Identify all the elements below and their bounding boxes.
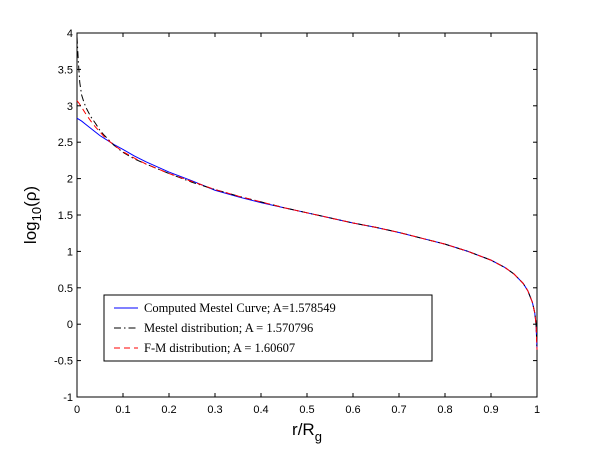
x-tick-label: 0.9: [483, 404, 498, 416]
x-axis-title-subscript: g: [315, 429, 322, 444]
x-axis-title-main: r/R: [292, 420, 315, 439]
legend-label-3: F-M distribution; A = 1.60607: [144, 341, 295, 355]
legend-label-1: Computed Mestel Curve; A=1.578549: [144, 301, 336, 315]
x-tick-label: 0.7: [391, 404, 406, 416]
legend-entries: Computed Mestel Curve; A=1.578549 Mestel …: [114, 301, 336, 355]
y-axis-title-subscript: 10: [29, 207, 44, 221]
y-tick-label: 1: [67, 246, 73, 258]
x-tick-label: 0.8: [437, 404, 452, 416]
series-line-3: [76, 100, 538, 350]
y-tick-labels: -1 -0.5 0 0.5 1 1.5 2 2.5 3 3.5 4: [54, 28, 73, 404]
y-axis-title-suffix: (ρ): [21, 186, 40, 207]
legend-label-2: Mestel distribution; A = 1.570796: [144, 321, 313, 335]
legend-box: [103, 294, 433, 362]
y-tick-label: 0: [67, 319, 73, 331]
x-tick-label: 0: [74, 404, 80, 416]
tick-layer: [76, 32, 538, 398]
x-tick-label: 0.2: [161, 404, 176, 416]
x-tick-label: 0.6: [345, 404, 360, 416]
x-tick-label: 1: [534, 404, 540, 416]
y-tick-label: -1: [63, 392, 73, 404]
series-layer: [76, 36, 538, 350]
x-tick-label: 0.3: [207, 404, 222, 416]
y-tick-label: 2.5: [58, 137, 73, 149]
x-tick-label: 0.5: [299, 404, 314, 416]
x-axis-title: r/Rg: [292, 420, 322, 444]
y-tick-label: 3: [67, 101, 73, 113]
y-tick-label: 0.5: [58, 283, 73, 295]
y-tick-label: 1.5: [58, 210, 73, 222]
x-tick-label: 0.1: [115, 404, 130, 416]
y-tick-label: 3.5: [58, 64, 73, 76]
x-tick-labels: 0 0.1 0.2 0.3 0.4 0.5 0.6 0.7 0.8 0.9 1: [74, 404, 540, 416]
x-tick-label: 0.4: [253, 404, 268, 416]
legend: Computed Mestel Curve; A=1.578549 Mestel …: [103, 294, 433, 362]
y-tick-label: 2: [67, 174, 73, 186]
y-axis-title-prefix: log: [21, 221, 40, 244]
y-axis-title: log10(ρ): [21, 186, 44, 244]
y-tick-label: -0.5: [54, 356, 73, 368]
y-tick-label: 4: [67, 28, 73, 40]
